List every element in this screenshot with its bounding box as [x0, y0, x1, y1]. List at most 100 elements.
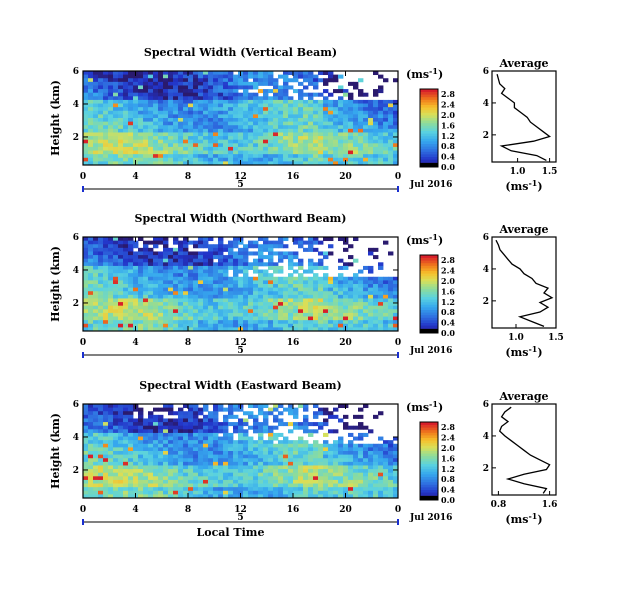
- heatmap-cell: [188, 154, 194, 159]
- heatmap-cell: [283, 316, 289, 321]
- heatmap-cell: [273, 132, 279, 137]
- heatmap-cell: [193, 298, 199, 303]
- heatmap-cell: [203, 454, 209, 459]
- heatmap-cell: [378, 161, 384, 166]
- heatmap-cell: [388, 476, 394, 481]
- heatmap-cell: [183, 494, 189, 499]
- heatmap-cell: [163, 146, 169, 151]
- heatmap-cell: [183, 487, 189, 492]
- heatmap-cell: [308, 125, 314, 130]
- heatmap-cell: [318, 110, 324, 115]
- heatmap-cell: [148, 71, 154, 76]
- heatmap-cell: [83, 244, 89, 249]
- heatmap-cell: [233, 273, 239, 278]
- heatmap-cell: [293, 251, 299, 256]
- heatmap-cell: [253, 150, 259, 155]
- heatmap-cell: [93, 110, 99, 115]
- heatmap-cell: [303, 146, 309, 151]
- heatmap-cell: [338, 118, 344, 123]
- heatmap-cell: [338, 121, 344, 126]
- heatmap-cell: [188, 461, 194, 466]
- heatmap-cell: [243, 78, 249, 83]
- heatmap-cell: [143, 247, 149, 252]
- heatmap-cell: [248, 262, 254, 267]
- heatmap-cell: [183, 150, 189, 155]
- heatmap-cell: [313, 150, 319, 155]
- heatmap-cell: [213, 265, 219, 270]
- heatmap-cell: [323, 458, 329, 463]
- heatmap-cell: [303, 429, 309, 434]
- heatmap-cell: [233, 294, 239, 299]
- heatmap-cell: [373, 309, 379, 314]
- heatmap-cell: [178, 269, 184, 274]
- heatmap-cell: [208, 436, 214, 441]
- heatmap-cell: [298, 320, 304, 325]
- heatmap-cell: [238, 312, 244, 317]
- heatmap-cell: [203, 494, 209, 499]
- heatmap-cell: [298, 161, 304, 166]
- heatmap-cell: [93, 443, 99, 448]
- heatmap-cell: [308, 136, 314, 141]
- heatmap-cell: [253, 244, 259, 249]
- heatmap-cell: [333, 461, 339, 466]
- heatmap-cell: [323, 320, 329, 325]
- heatmap-cell: [158, 312, 164, 317]
- average-frame: [491, 403, 557, 496]
- heatmap-cell: [148, 110, 154, 115]
- heatmap-cell: [173, 128, 179, 133]
- heatmap-cell: [333, 451, 339, 456]
- heatmap-cell: [128, 454, 134, 459]
- heatmap-cell: [343, 316, 349, 321]
- heatmap-cell: [313, 490, 319, 495]
- heatmap-cell: [303, 136, 309, 141]
- heatmap-cell: [133, 265, 139, 270]
- heatmap-cell: [83, 436, 89, 441]
- heatmap-cell: [198, 454, 204, 459]
- heatmap-cell: [103, 85, 109, 90]
- heatmap-cell: [123, 125, 129, 130]
- heatmap-cell: [148, 99, 154, 104]
- heatmap-cell: [303, 469, 309, 474]
- heatmap-cell: [98, 139, 104, 144]
- heatmap-cell: [248, 71, 254, 76]
- heatmap-cell: [208, 146, 214, 151]
- heatmap-cell: [333, 107, 339, 112]
- heatmap-cell: [308, 78, 314, 83]
- heatmap-cell: [308, 469, 314, 474]
- heatmap-cell: [163, 273, 169, 278]
- heatmap-cell: [393, 287, 399, 292]
- heatmap-cell: [118, 154, 124, 159]
- heatmap-cell: [323, 107, 329, 112]
- heatmap-cell: [293, 143, 299, 148]
- heatmap-cell: [373, 472, 379, 477]
- heatmap-cell: [363, 284, 369, 289]
- heatmap-cell: [83, 139, 89, 144]
- heatmap-cell: [343, 414, 349, 419]
- heatmap-cell: [93, 323, 99, 328]
- heatmap-cell: [338, 114, 344, 119]
- heatmap-cell: [268, 487, 274, 492]
- heatmap-cell: [293, 154, 299, 159]
- heatmap-cell: [218, 118, 224, 123]
- heatmap-cell: [113, 411, 119, 416]
- heatmap-cell: [178, 458, 184, 463]
- heatmap-cell: [258, 276, 264, 281]
- heatmap-cell: [323, 469, 329, 474]
- heatmap-cell: [213, 287, 219, 292]
- heatmap-cell: [258, 89, 264, 94]
- heatmap-cell: [333, 114, 339, 119]
- heatmap-cell: [123, 298, 129, 303]
- heatmap-cell: [338, 465, 344, 470]
- heatmap-cell: [358, 472, 364, 477]
- heatmap-cell: [158, 276, 164, 281]
- heatmap-cell: [88, 118, 94, 123]
- heatmap-cell: [308, 280, 314, 285]
- heatmap-cell: [143, 121, 149, 126]
- heatmap-cell: [363, 161, 369, 166]
- heatmap-cell: [163, 92, 169, 97]
- heatmap-cell: [183, 280, 189, 285]
- heatmap-cell: [163, 429, 169, 434]
- heatmap-cell: [338, 469, 344, 474]
- heatmap-cell: [263, 114, 269, 119]
- heatmap-cell: [253, 96, 259, 101]
